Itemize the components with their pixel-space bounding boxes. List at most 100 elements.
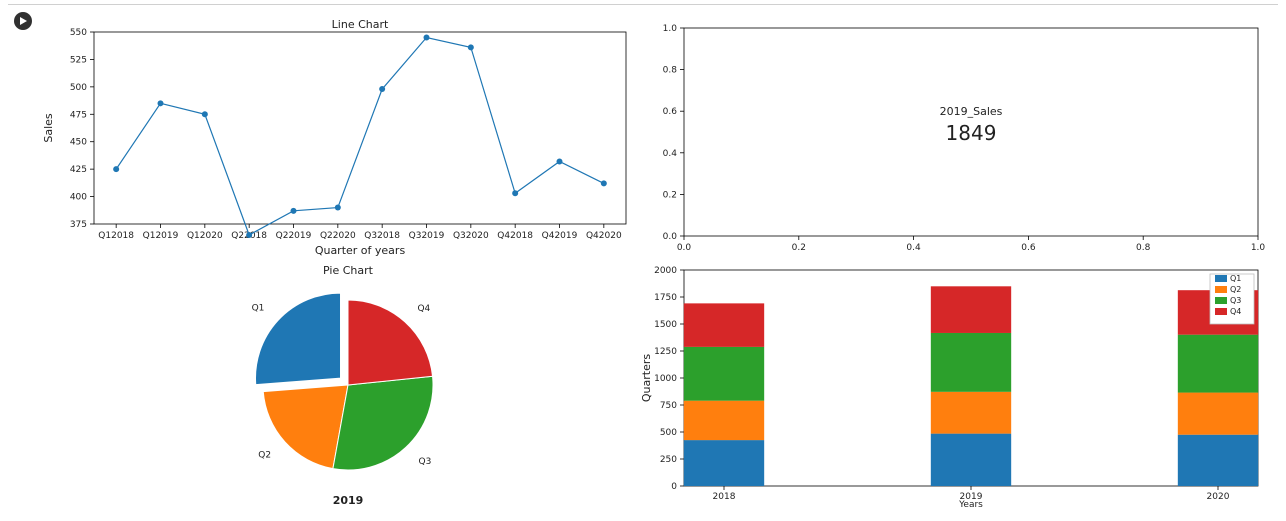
stacked-bar-panel: 0250500750100012501500175020002018201920… — [636, 260, 1270, 510]
bar-ytick: 500 — [660, 428, 677, 438]
line-chart-xtick: Q42020 — [586, 231, 622, 241]
figure-grid: Line Chart375400425450475500525550Q12018… — [36, 14, 1270, 510]
legend-swatch — [1215, 308, 1227, 315]
indicator-ytick: 1.0 — [663, 24, 678, 34]
line-chart-ytick: 500 — [70, 83, 87, 93]
indicator-xtick: 0.6 — [1021, 243, 1036, 253]
run-cell-button[interactable] — [14, 12, 32, 30]
line-chart-marker — [557, 158, 563, 164]
line-chart-marker — [379, 86, 385, 92]
line-chart-title: Line Chart — [332, 18, 389, 31]
bar-segment — [931, 392, 1011, 434]
line-chart-xlabel: Quarter of years — [315, 244, 406, 257]
indicator-chart: 0.0 0.2 0.4 0.6 0.8 1.0 0.0 0.2 0.4 0.6 0.8 1.0 2019… — [636, 14, 1270, 260]
bar-ytick: 750 — [660, 401, 677, 411]
indicator-ytick: 0.2 — [663, 190, 677, 200]
line-chart-xtick: Q42018 — [497, 231, 533, 241]
bar-segment — [1178, 335, 1258, 393]
line-chart-ytick: 525 — [70, 55, 87, 65]
line-chart-marker — [113, 166, 119, 172]
bar-segment — [931, 434, 1011, 486]
line-chart-marker — [468, 44, 474, 50]
pie-slice-label: Q4 — [417, 304, 430, 314]
bar-ylabel: Quarters — [640, 354, 653, 402]
bar-ytick: 1750 — [654, 293, 677, 303]
indicator-panel: 0.0 0.2 0.4 0.6 0.8 1.0 0.0 0.2 0.4 0.6 0.8 1.0 2019… — [636, 14, 1270, 260]
bar-ytick: 1000 — [654, 374, 677, 384]
line-chart-ytick: 550 — [70, 28, 87, 38]
legend-label: Q1 — [1230, 274, 1241, 283]
bar-xlabel: Years — [958, 500, 983, 510]
indicator-xtick: 0.0 — [677, 243, 692, 253]
line-chart-marker — [246, 232, 252, 238]
line-chart-marker — [424, 34, 430, 40]
pie-chart-title: Pie Chart — [323, 264, 374, 277]
indicator-xtick: 0.4 — [906, 243, 921, 253]
notebook-output-cell: Line Chart375400425450475500525550Q12018… — [0, 0, 1286, 521]
line-chart-ytick: 425 — [70, 165, 87, 175]
line-chart-ytick: 400 — [70, 193, 87, 203]
legend-label: Q3 — [1230, 296, 1241, 305]
line-chart-marker — [335, 205, 341, 211]
legend-swatch — [1215, 297, 1227, 304]
indicator-ytick: 0.6 — [663, 107, 678, 117]
line-chart-marker — [512, 190, 518, 196]
bar-xtick: 2020 — [1207, 492, 1230, 502]
indicator-ytick: 0.4 — [663, 149, 678, 159]
line-chart-ytick: 450 — [70, 138, 87, 148]
pie-slice-label: Q2 — [258, 451, 271, 461]
line-chart-xtick: Q32019 — [409, 231, 445, 241]
indicator-label: 2019_Sales — [940, 105, 1003, 118]
line-chart-ylabel: Sales — [42, 113, 55, 143]
line-chart-xtick: Q32018 — [364, 231, 400, 241]
indicator-xtick: 1.0 — [1251, 243, 1266, 253]
indicator-ytick: 0.8 — [663, 66, 678, 76]
bar-ytick: 0 — [671, 482, 677, 492]
pie-subtitle: 2019 — [333, 494, 364, 507]
line-chart-panel: Line Chart 375 400 425 450 475 500 525 550 Q12018… — [36, 14, 636, 260]
line-chart-xtick: Q42019 — [542, 231, 578, 241]
bar-segment — [684, 347, 764, 401]
line-chart-marker — [202, 111, 208, 117]
legend-swatch — [1215, 275, 1227, 282]
pie-slice — [333, 376, 433, 470]
line-chart-xtick: Q12019 — [143, 231, 179, 241]
line-chart-xtick: Q32020 — [453, 231, 489, 241]
bar-segment — [1178, 393, 1258, 435]
bar-ytick: 2000 — [654, 266, 677, 276]
play-icon — [18, 16, 28, 26]
indicator-value: 1849 — [946, 121, 997, 145]
pie-slice-label: Q1 — [252, 304, 265, 314]
legend-label: Q2 — [1230, 285, 1241, 294]
line-chart-ytick: 375 — [70, 220, 87, 230]
pie-chart: Pie Chart Q1 Q2 Q3 Q4 2019 — [36, 260, 636, 510]
bar-segment — [684, 440, 764, 486]
bar-ytick: 1250 — [654, 347, 677, 357]
indicator-ytick: 0.0 — [663, 232, 678, 242]
bar-xtick: 2018 — [713, 492, 736, 502]
bar-segment — [1178, 435, 1258, 486]
legend-swatch — [1215, 286, 1227, 293]
line-chart-series — [116, 37, 604, 234]
pie-chart-panel: Pie Chart Q1 Q2 Q3 Q4 2019 — [36, 260, 636, 510]
line-chart-marker — [601, 180, 607, 186]
indicator-xtick: 0.2 — [792, 243, 806, 253]
stacked-bar-chart: 0250500750100012501500175020002018201920… — [636, 260, 1270, 510]
pie-slice — [256, 293, 341, 385]
pie-slice-label: Q3 — [419, 457, 432, 467]
line-chart-ytick: 475 — [70, 110, 87, 120]
bar-segment — [931, 286, 1011, 333]
bar-ytick: 1500 — [654, 320, 677, 330]
line-chart-marker — [158, 100, 164, 106]
legend-label: Q4 — [1230, 307, 1241, 316]
indicator-xtick: 0.8 — [1136, 243, 1151, 253]
cell-divider — [8, 4, 1278, 5]
bar-ytick: 250 — [660, 455, 677, 465]
line-chart: Line Chart 375 400 425 450 475 500 525 550 Q12018… — [36, 14, 636, 260]
bar-segment — [684, 401, 764, 440]
line-chart-xtick: Q22020 — [320, 231, 356, 241]
bar-segment — [684, 303, 764, 347]
line-chart-xtick: Q12018 — [98, 231, 134, 241]
bar-segment — [931, 333, 1011, 392]
line-chart-xtick: Q22019 — [276, 231, 312, 241]
